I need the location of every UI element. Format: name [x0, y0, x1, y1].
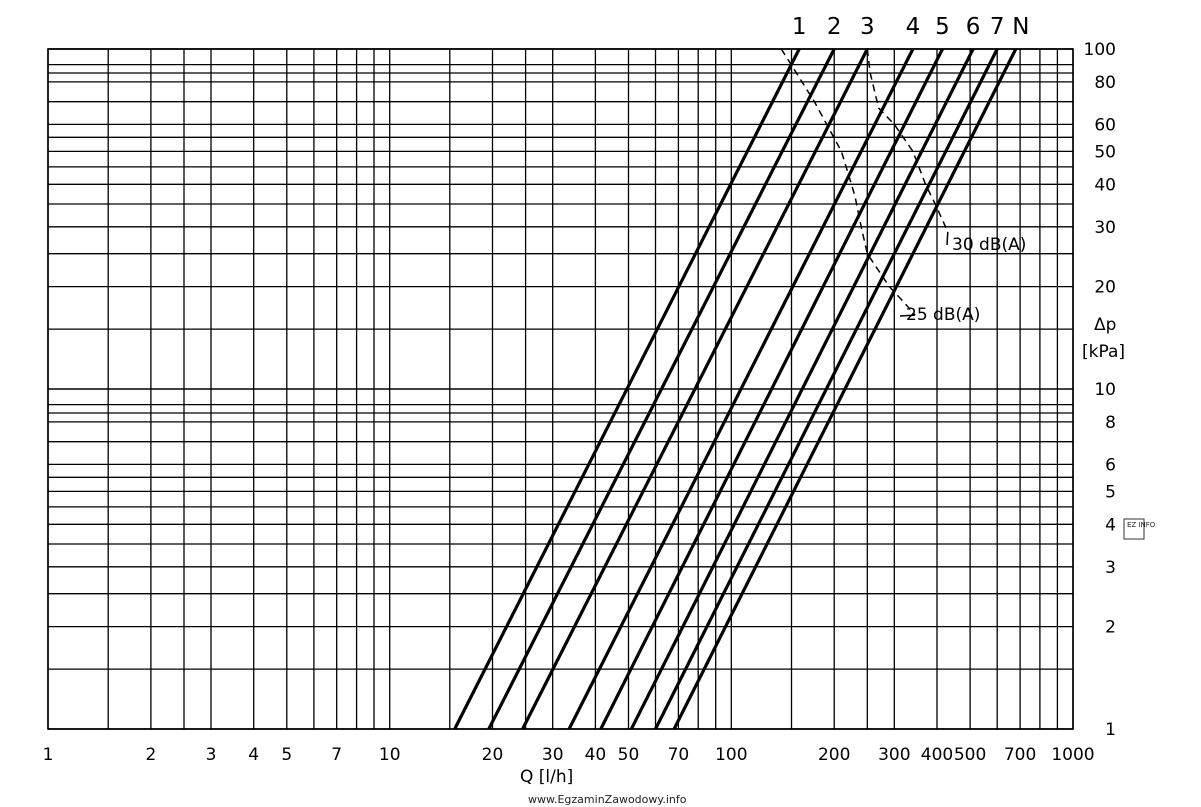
- valve-line-3: [521, 48, 869, 730]
- series-label-7: 7: [990, 14, 1005, 40]
- y-tick-1: 1: [1105, 720, 1116, 740]
- plot-border: [47, 48, 1074, 730]
- valve-line-N: [672, 48, 1018, 730]
- x-tick-100: 100: [715, 745, 747, 765]
- x-tick-400: 400: [921, 745, 953, 765]
- x-tick-300: 300: [878, 745, 910, 765]
- y-tick-3: 3: [1105, 558, 1116, 578]
- stamp-text: EZ INFO: [1127, 521, 1156, 529]
- valve-characteristic-lines: [453, 48, 1018, 730]
- series-label-N: N: [1012, 14, 1029, 40]
- series-label-6: 6: [966, 14, 981, 40]
- y-tick-100: 100: [1084, 40, 1116, 60]
- x-tick-4: 4: [248, 745, 259, 765]
- series-label-5: 5: [935, 14, 950, 40]
- y-tick-30: 30: [1094, 218, 1116, 238]
- x-tick-700: 700: [1004, 745, 1036, 765]
- y-tick-8: 8: [1105, 413, 1116, 433]
- x-tick-30: 30: [542, 745, 564, 765]
- noise-leader-30db: [946, 231, 949, 246]
- x-tick-20: 20: [482, 745, 504, 765]
- series-label-1: 1: [792, 14, 807, 40]
- noise-curve-30db: [866, 48, 949, 233]
- x-axis-tick-labels: 1 2 3 4 5 7 10 20 30 40 50 70 100 200 300 400 500 700 1000: [43, 745, 1095, 765]
- y-tick-2: 2: [1105, 618, 1116, 638]
- y-tick-4: 4: [1105, 515, 1116, 535]
- valve-line-2: [487, 48, 836, 730]
- noise-label-25db: 25 dB(A): [906, 305, 980, 325]
- noise-level-curves: 30 dB(A) 25 dB(A): [780, 48, 1026, 325]
- grid: [47, 48, 1074, 730]
- x-tick-7: 7: [331, 745, 342, 765]
- valve-line-7: [654, 48, 999, 730]
- series-label-3: 3: [860, 14, 875, 40]
- valve-line-6: [629, 48, 975, 730]
- x-tick-3: 3: [206, 745, 217, 765]
- x-tick-1000: 1000: [1051, 745, 1094, 765]
- y-tick-50: 50: [1094, 142, 1116, 162]
- valve-line-4: [567, 48, 915, 730]
- x-tick-50: 50: [618, 745, 640, 765]
- noise-curve-25db: [780, 48, 916, 316]
- watermark: www.EgzaminZawodowy.info: [528, 793, 687, 806]
- ez-info-stamp: EZ INFO: [1123, 518, 1156, 540]
- y-tick-60: 60: [1094, 115, 1116, 135]
- x-tick-40: 40: [585, 745, 607, 765]
- y-axis-label: Δp [kPa]: [1082, 315, 1125, 362]
- x-tick-1: 1: [43, 745, 54, 765]
- y-axis-tick-labels: 1 2 3 4 5 6 8 10 20 30 40 50 60 80 100: [1084, 40, 1116, 740]
- x-tick-10: 10: [379, 745, 401, 765]
- noise-label-30db: 30 dB(A): [952, 235, 1026, 255]
- y-tick-20: 20: [1094, 278, 1116, 298]
- plot-frame: [47, 48, 1074, 730]
- x-tick-200: 200: [818, 745, 850, 765]
- y-tick-80: 80: [1094, 73, 1116, 93]
- series-label-4: 4: [906, 14, 921, 40]
- x-tick-500: 500: [954, 745, 986, 765]
- y-tick-10: 10: [1094, 380, 1116, 400]
- valve-line-5: [599, 48, 944, 730]
- x-tick-70: 70: [668, 745, 690, 765]
- x-axis-label: Q [l/h]: [520, 767, 573, 787]
- y-tick-6: 6: [1105, 455, 1116, 475]
- y-tick-5: 5: [1105, 482, 1116, 502]
- y-tick-40: 40: [1094, 175, 1116, 195]
- x-tick-5: 5: [281, 745, 292, 765]
- valve-line-1: [453, 48, 801, 730]
- x-tick-2: 2: [145, 745, 156, 765]
- noise-leader-25db: [899, 314, 916, 317]
- series-label-2: 2: [827, 14, 842, 40]
